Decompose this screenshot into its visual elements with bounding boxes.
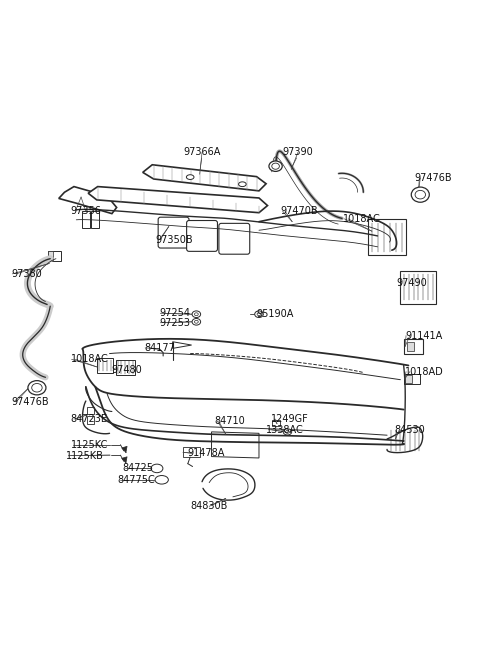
- Bar: [404, 374, 420, 384]
- Text: 97470B: 97470B: [280, 206, 318, 216]
- Bar: [92, 211, 99, 228]
- Text: 84723E: 84723E: [71, 414, 108, 424]
- Text: 97490: 97490: [396, 278, 427, 288]
- Bar: [116, 360, 135, 375]
- Text: 97366A: 97366A: [183, 147, 221, 157]
- Text: 1018AD: 1018AD: [405, 367, 444, 377]
- Text: 1018AC: 1018AC: [71, 354, 108, 364]
- Text: 97380: 97380: [12, 269, 42, 279]
- Bar: [407, 342, 414, 351]
- Text: 1249GF: 1249GF: [271, 414, 309, 424]
- Text: 1125KC: 1125KC: [71, 440, 108, 450]
- Bar: [404, 339, 423, 354]
- Bar: [272, 420, 280, 426]
- Text: 84177: 84177: [144, 343, 175, 353]
- Bar: [96, 358, 113, 373]
- Ellipse shape: [186, 175, 194, 179]
- Ellipse shape: [415, 191, 425, 199]
- Text: 95190A: 95190A: [257, 309, 294, 319]
- Polygon shape: [59, 187, 117, 214]
- Text: 84710: 84710: [214, 416, 245, 426]
- Ellipse shape: [272, 163, 279, 169]
- Ellipse shape: [269, 161, 282, 172]
- Text: 84830B: 84830B: [191, 501, 228, 512]
- Bar: [48, 251, 53, 261]
- Text: 97356: 97356: [71, 206, 101, 216]
- Text: 1338AC: 1338AC: [266, 424, 304, 434]
- Bar: [82, 211, 90, 228]
- Ellipse shape: [32, 383, 42, 392]
- Polygon shape: [212, 432, 259, 458]
- Polygon shape: [173, 342, 192, 348]
- Polygon shape: [143, 165, 266, 191]
- Text: 97350B: 97350B: [156, 234, 193, 245]
- Ellipse shape: [192, 311, 201, 318]
- Ellipse shape: [411, 187, 429, 202]
- Text: 84530: 84530: [394, 426, 425, 436]
- Bar: [405, 375, 412, 383]
- Ellipse shape: [155, 476, 168, 484]
- Ellipse shape: [257, 313, 261, 316]
- Ellipse shape: [286, 430, 289, 434]
- Ellipse shape: [255, 311, 263, 318]
- Ellipse shape: [192, 318, 201, 325]
- Bar: [183, 447, 200, 457]
- Text: 97390: 97390: [283, 147, 313, 157]
- Bar: [48, 251, 61, 261]
- Text: 1018AC: 1018AC: [343, 214, 381, 224]
- Text: 84725: 84725: [123, 463, 154, 474]
- Text: 91141A: 91141A: [405, 331, 443, 341]
- Ellipse shape: [194, 313, 198, 316]
- Text: 97476B: 97476B: [415, 173, 452, 183]
- Text: 97253: 97253: [159, 318, 191, 328]
- Ellipse shape: [283, 429, 292, 435]
- Text: 97476B: 97476B: [12, 397, 49, 407]
- Ellipse shape: [239, 182, 246, 187]
- Ellipse shape: [151, 464, 163, 473]
- Text: 97480: 97480: [111, 365, 142, 375]
- Bar: [87, 416, 95, 424]
- Polygon shape: [88, 187, 267, 213]
- FancyBboxPatch shape: [187, 221, 217, 252]
- Ellipse shape: [28, 381, 46, 395]
- Text: 91478A: 91478A: [188, 448, 225, 458]
- Ellipse shape: [194, 320, 198, 323]
- FancyBboxPatch shape: [158, 217, 189, 248]
- Text: 1125KB: 1125KB: [66, 451, 104, 460]
- Text: 97254: 97254: [159, 309, 191, 318]
- Bar: [400, 271, 436, 304]
- Bar: [368, 219, 406, 255]
- Bar: [87, 407, 95, 415]
- Text: 84775C: 84775C: [118, 475, 156, 485]
- FancyBboxPatch shape: [219, 223, 250, 254]
